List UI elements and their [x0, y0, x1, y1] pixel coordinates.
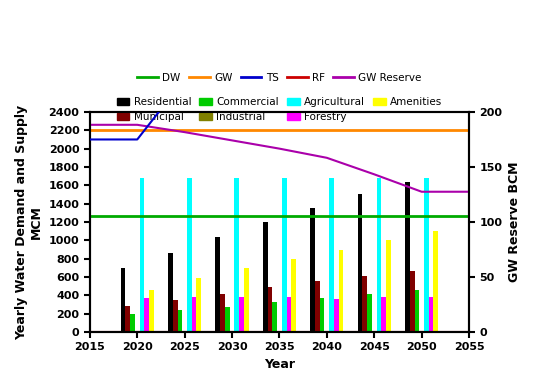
Bar — [149, 290, 154, 332]
Bar — [182, 331, 187, 332]
Bar — [135, 331, 139, 332]
Bar — [334, 299, 339, 332]
Bar — [121, 268, 125, 332]
Bar — [277, 331, 282, 332]
Bar — [310, 208, 315, 332]
Bar — [419, 331, 424, 332]
Legend: Residential, Municipal, Commercial, Industrial, Agricultural, Forestry, Amenitie: Residential, Municipal, Commercial, Indu… — [113, 93, 446, 127]
Bar — [282, 178, 287, 332]
Bar — [192, 297, 197, 332]
Bar — [263, 222, 267, 332]
Bar — [272, 302, 277, 332]
Bar — [386, 240, 391, 332]
Bar — [220, 293, 225, 332]
Bar — [320, 298, 324, 332]
Bar — [424, 178, 429, 332]
Bar — [358, 195, 362, 332]
Bar — [362, 276, 367, 332]
Bar — [267, 287, 272, 332]
Bar — [239, 297, 244, 332]
Bar — [291, 259, 296, 332]
Bar — [329, 178, 334, 332]
Bar — [144, 298, 149, 332]
Bar — [429, 297, 434, 332]
Bar — [339, 249, 344, 332]
Bar — [225, 307, 229, 332]
Bar — [377, 178, 381, 332]
Y-axis label: GW Reserve BCM: GW Reserve BCM — [508, 162, 521, 282]
Bar — [139, 178, 144, 332]
Bar — [315, 281, 320, 332]
Bar — [197, 278, 201, 332]
Bar — [130, 314, 135, 332]
Bar — [173, 300, 177, 332]
Bar — [215, 237, 220, 332]
Bar — [287, 297, 291, 332]
Bar — [324, 331, 329, 332]
Bar — [168, 253, 173, 332]
X-axis label: Year: Year — [264, 358, 295, 371]
Bar — [187, 178, 192, 332]
Bar — [229, 331, 234, 332]
Bar — [372, 331, 377, 332]
Bar — [405, 182, 410, 332]
Bar — [434, 231, 438, 332]
Bar — [177, 310, 182, 332]
Bar — [234, 178, 239, 332]
Y-axis label: Yearly Water Demand and Supply
MCM: Yearly Water Demand and Supply MCM — [15, 105, 43, 340]
Bar — [367, 295, 372, 332]
Bar — [414, 290, 419, 332]
Bar — [381, 297, 386, 332]
Bar — [125, 306, 130, 332]
Bar — [410, 271, 414, 332]
Bar — [244, 268, 249, 332]
